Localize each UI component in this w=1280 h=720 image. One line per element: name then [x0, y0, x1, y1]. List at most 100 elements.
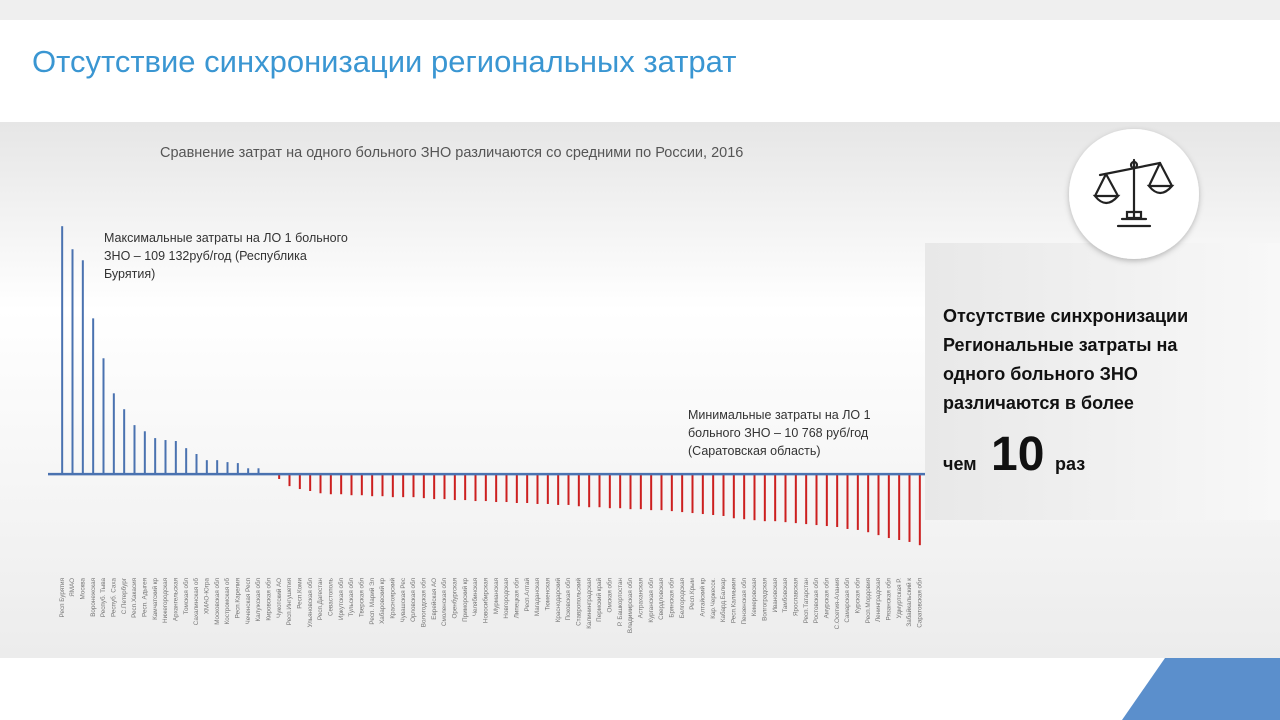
x-tick-label: Липецкая обл	[513, 578, 521, 619]
x-tick-label: Ставропольский	[575, 578, 583, 626]
bar	[794, 474, 797, 524]
x-tick-label: Смоленская обл	[440, 578, 448, 626]
bar	[774, 474, 777, 522]
bar	[515, 474, 518, 503]
bar	[216, 460, 219, 475]
x-tick-label: Тюменская	[545, 578, 552, 610]
bar	[660, 474, 663, 511]
bar	[61, 226, 64, 475]
x-tick-label: Ленинградская	[875, 578, 882, 622]
x-tick-label: Респ Бурятия	[59, 578, 66, 617]
bar	[825, 474, 828, 527]
x-tick-label: Ульяновская обл	[306, 578, 314, 628]
bar	[753, 474, 756, 521]
bar	[174, 441, 177, 475]
x-tick-label: Владимирская обл	[626, 578, 634, 633]
x-tick-label: Краснодарский	[554, 578, 562, 623]
bar	[743, 474, 746, 520]
bar	[350, 474, 353, 496]
x-tick-label: Курская обл	[854, 578, 862, 614]
bar	[298, 474, 301, 490]
bar	[92, 318, 95, 475]
bar	[691, 474, 694, 514]
panel-prefix: чем	[943, 454, 977, 474]
x-tick-label: Красноярский	[389, 578, 397, 619]
chart: Респ Бурятия ЯМАО Москва Воронежская Респуб.…	[48, 226, 925, 633]
panel-line: одного больного ЗНО	[943, 364, 1138, 384]
x-tick-label: Калужская обл	[254, 578, 262, 622]
x-tick-label: Омская обл	[606, 578, 614, 613]
x-tick-label: Кар.Черкесск.	[710, 578, 717, 619]
x-tick-label: Свердловская	[658, 578, 665, 620]
x-tick-label: Белгородская	[679, 578, 686, 618]
x-tick-label: Респ. Марий Эл	[368, 578, 376, 625]
summary-panel	[925, 243, 1280, 520]
x-tick-label: Рязанская обл	[885, 578, 893, 621]
chart-title: Сравнение затрат на одного больного ЗНО …	[160, 145, 743, 161]
bar	[484, 474, 487, 502]
x-tick-label: Москва	[80, 578, 87, 600]
panel-line: Региональные затраты на	[943, 335, 1178, 355]
x-tick-label: Респ.Калмыкия	[731, 578, 738, 623]
bar	[887, 474, 890, 539]
bar	[371, 474, 374, 497]
x-tick-label: Орловская обл	[409, 578, 417, 622]
bar	[453, 474, 456, 501]
bar	[670, 474, 673, 512]
x-tick-label: Челябинская	[471, 578, 479, 616]
bar	[763, 474, 766, 522]
bar	[154, 438, 157, 475]
x-tick-label: ХМАО-Югра	[204, 578, 211, 615]
x-tick-label: Респ.Дагестан	[317, 577, 324, 620]
bar	[288, 474, 291, 487]
x-tick-label: Чукотский АО	[275, 578, 283, 618]
x-tick-label: Тамбовская	[781, 578, 789, 613]
x-tick-label: Приморский кр	[461, 578, 469, 622]
bar	[247, 468, 250, 475]
bar	[412, 474, 415, 498]
bar	[805, 474, 808, 525]
x-tick-label: Хабаровский кр	[378, 578, 386, 624]
x-tick-label: Пензенская обл	[740, 578, 748, 625]
bar	[402, 474, 405, 498]
x-tick-label: Респ.Ингушетия	[286, 578, 293, 625]
x-tick-label: ЯМАО	[69, 578, 76, 597]
x-tick-label: Респ.Алтай	[523, 578, 531, 612]
bar	[567, 474, 570, 505]
bar	[619, 474, 622, 509]
annotation: больного ЗНО – 10 768 руб/год	[688, 426, 869, 440]
x-tick-label: Кировская обл	[265, 578, 273, 621]
x-tick-label: Саратовская обл	[916, 578, 924, 628]
bar	[598, 474, 601, 508]
x-tick-label: Кемеровская	[751, 578, 758, 616]
bar	[918, 474, 921, 546]
bar	[164, 440, 167, 475]
bar	[329, 474, 332, 495]
bar	[722, 474, 725, 516]
x-tick-label: Чувашская Рес	[400, 578, 407, 622]
bar	[360, 474, 363, 496]
x-tick-label: Камчатский кр	[151, 578, 159, 620]
x-tick-label: Самарская обл	[843, 578, 851, 623]
x-tick-label: Р. Башкортостан	[617, 577, 624, 626]
bar	[701, 474, 704, 515]
x-tick-label: С.Петербург	[120, 577, 128, 614]
bar	[815, 474, 818, 526]
bar	[112, 393, 115, 475]
bar	[877, 474, 880, 536]
x-tick-label: Брянская обл	[668, 578, 676, 618]
x-tick-label: Томская обл	[182, 578, 190, 615]
x-tick-label: Ростовская обл	[812, 578, 820, 624]
panel-line: Отсутствие синхронизации	[943, 306, 1188, 326]
x-tick-label: Воронежская	[90, 578, 97, 617]
x-tick-label: Респуб. Тыва	[99, 578, 107, 618]
bar	[123, 409, 126, 475]
bar	[226, 462, 229, 475]
bar	[443, 474, 446, 500]
bar	[732, 474, 735, 519]
x-tick-label: Архангельская	[173, 578, 180, 621]
x-tick-label: Респ.Татарстан	[803, 577, 810, 623]
title-band	[0, 20, 1280, 122]
